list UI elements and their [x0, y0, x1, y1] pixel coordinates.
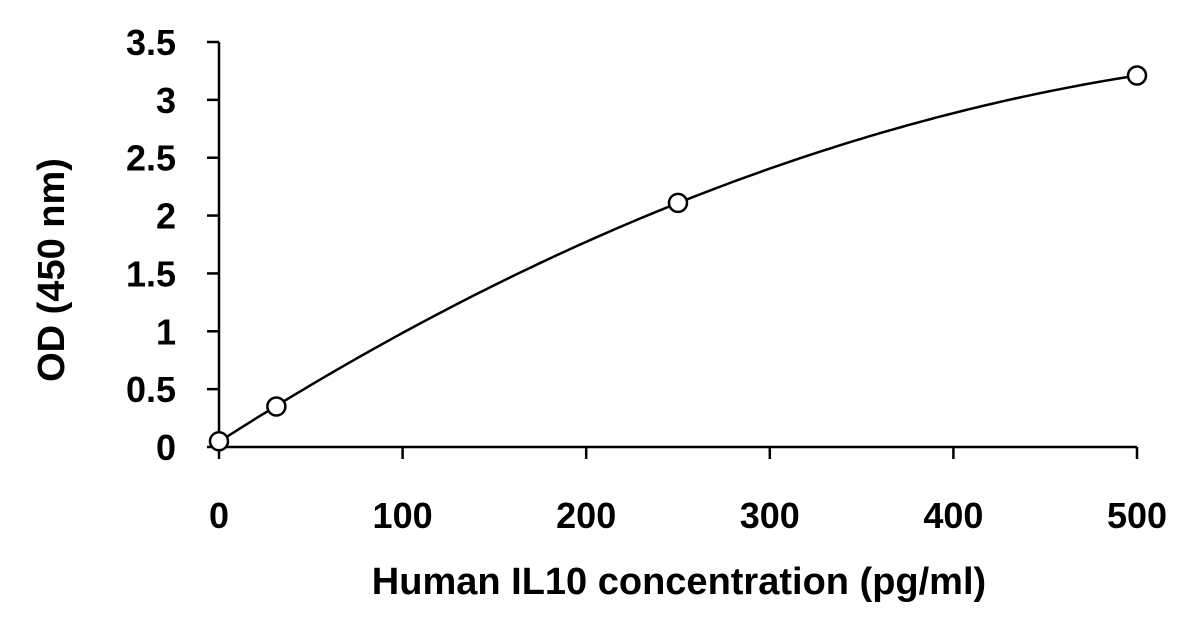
y-tick-label: 2.5: [126, 138, 176, 179]
x-tick-label: 200: [556, 495, 616, 536]
x-axis-title: Human IL10 concentration (pg/ml): [372, 561, 986, 603]
y-tick-label: 0.5: [126, 369, 176, 410]
y-tick-label: 1.5: [126, 253, 176, 294]
data-point: [1126, 65, 1148, 86]
fit-curve: [218, 74, 1138, 443]
y-tick-label: 3: [156, 80, 176, 121]
data-point: [667, 192, 689, 214]
y-tick-label: 2: [156, 196, 176, 237]
x-ticks: 0 100 200 300 400 500: [209, 447, 1167, 536]
x-tick-label: 400: [923, 495, 983, 536]
data-point: [208, 430, 230, 452]
x-tick-label: 0: [209, 495, 229, 536]
x-tick-label: 100: [373, 495, 433, 536]
data-points: [208, 65, 1148, 452]
y-tick-label: 1: [156, 311, 176, 352]
y-tick-label: 0: [156, 427, 176, 468]
y-tick-label: 3.5: [126, 22, 176, 63]
x-tick-label: 500: [1107, 495, 1167, 536]
axes: [217, 42, 1137, 449]
y-axis-title: OD (450 nm): [31, 158, 73, 382]
data-point: [266, 396, 287, 417]
y-ticks: 0 0.5 1 1.5 2 2.5 3 3.5: [126, 22, 219, 468]
x-tick-label: 300: [740, 495, 800, 536]
